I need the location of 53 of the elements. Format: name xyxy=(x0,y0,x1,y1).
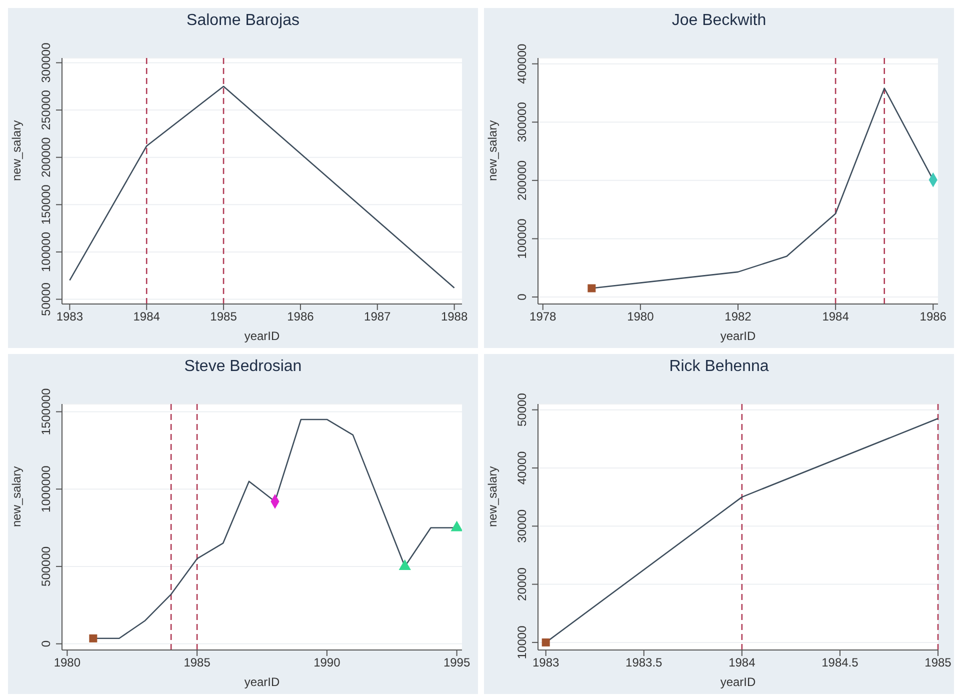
x-axis-title: yearID xyxy=(720,329,756,343)
x-tick-label: 1990 xyxy=(314,656,341,670)
y-axis-title: new_salary xyxy=(485,120,500,181)
x-tick-label: 1995 xyxy=(443,656,470,670)
chart-title: Salome Barojas xyxy=(186,11,300,31)
chart-title: Rick Behenna xyxy=(668,357,770,377)
y-tick-label: 250000 xyxy=(39,90,53,130)
y-tick-label: 400000 xyxy=(515,43,529,84)
y-tick-label: 300000 xyxy=(515,102,529,142)
x-axis-title: yearID xyxy=(720,675,756,689)
y-tick-label: 1500000 xyxy=(39,388,53,436)
x-tick-label: 1986 xyxy=(920,310,947,324)
x-tick-label: 1986 xyxy=(287,310,314,324)
line-series xyxy=(69,86,455,289)
y-tick-label: 0 xyxy=(515,293,529,300)
y-tick-label: 200000 xyxy=(515,160,529,200)
x-tick-label: 1983 xyxy=(532,656,560,670)
y-tick-label: 500000 xyxy=(39,546,53,586)
chart-title: Joe Beckwith xyxy=(670,11,768,31)
y-axis-title: new_salary xyxy=(9,120,24,181)
y-tick-label: 100000 xyxy=(515,218,529,259)
y-tick-label: 0 xyxy=(39,640,53,648)
x-tick-label: 1983.5 xyxy=(626,656,663,670)
x-tick-label: 1983 xyxy=(56,310,84,324)
y-tick-label: 30000 xyxy=(515,509,529,543)
y-tick-label: 50000 xyxy=(39,282,53,316)
x-tick-label: 1984.5 xyxy=(822,656,859,670)
x-tick-label: 1984 xyxy=(728,656,756,670)
x-tick-label: 1988 xyxy=(440,310,468,324)
x-tick-label: 1982 xyxy=(724,310,752,324)
y-axis-title: new_salary xyxy=(485,466,500,527)
y-tick-label: 40000 xyxy=(515,450,529,485)
x-tick-label: 1987 xyxy=(364,310,392,324)
y-tick-label: 20000 xyxy=(515,567,529,601)
x-tick-label: 1978 xyxy=(530,310,557,324)
x-tick-label: 1985 xyxy=(184,656,211,670)
y-axis-title: new_salary xyxy=(9,466,24,527)
y-tick-label: 200000 xyxy=(39,137,53,178)
y-tick-label: 50000 xyxy=(515,392,529,427)
x-tick-label: 1984 xyxy=(822,310,850,324)
x-tick-label: 1985 xyxy=(210,310,238,324)
x-tick-label: 1980 xyxy=(54,656,81,670)
y-tick-label: 300000 xyxy=(39,42,53,83)
y-tick-label: 1000000 xyxy=(39,465,53,512)
x-tick-label: 1980 xyxy=(627,310,654,324)
x-tick-label: 1984 xyxy=(133,310,160,324)
y-tick-label: 150000 xyxy=(39,184,53,225)
x-tick-label: 1985 xyxy=(924,656,952,670)
x-axis-title: yearID xyxy=(244,675,280,689)
y-tick-label: 100000 xyxy=(39,232,53,272)
y-tick-label: 10000 xyxy=(515,625,529,660)
chart-title: Steve Bedrosian xyxy=(183,357,303,377)
x-axis-title: yearID xyxy=(244,329,280,343)
